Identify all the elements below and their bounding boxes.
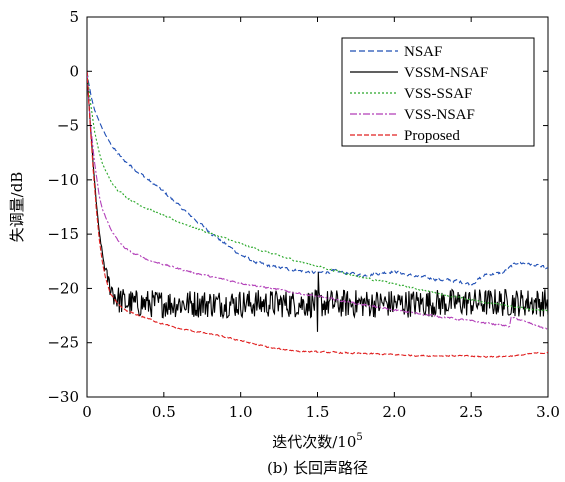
legend-label: VSS-SSAF xyxy=(404,86,472,102)
y-axis-label: 失调量/dB xyxy=(8,172,26,243)
series-line-vss-ssaf xyxy=(87,71,548,312)
legend-label: NSAF xyxy=(404,44,442,60)
y-tick-label: 0 xyxy=(69,62,79,80)
series-line-vss-nsaf xyxy=(87,71,548,331)
legend-box xyxy=(341,37,535,147)
x-tick-label: 0.5 xyxy=(152,403,176,421)
x-tick-label: 2.5 xyxy=(459,403,483,421)
y-tick-label: −10 xyxy=(47,171,79,189)
x-axis-label-exponent: 5 xyxy=(356,432,362,443)
x-tick-label: 2.0 xyxy=(382,403,406,421)
x-axis-label: 迭代次数/105 xyxy=(272,432,363,451)
legend: NSAF VSSM-NSAF VSS-SSAF VSS-NSAF Proposed xyxy=(341,37,535,147)
series-line-vssm-nsaf xyxy=(87,71,548,332)
y-tick-label: 5 xyxy=(69,8,79,26)
x-axis-label-main: 迭代次数/10 xyxy=(272,433,356,451)
figure-caption: (b) 长回声路径 xyxy=(267,459,368,477)
series-line-proposed xyxy=(87,71,548,358)
y-tick-label: −15 xyxy=(47,225,79,243)
x-tick-label: 0 xyxy=(82,403,92,421)
tick-layer: 0 0.5 1.0 1.5 2.0 2.5 3.0 5 0 −5 −10 −15 −20 −25 −30 xyxy=(47,8,560,421)
legend-label: VSSM-NSAF xyxy=(404,65,488,81)
legend-label: VSS-NSAF xyxy=(404,107,475,123)
x-tick-label: 1.5 xyxy=(306,403,330,421)
series-layer xyxy=(87,71,548,358)
x-tick-label: 1.0 xyxy=(229,403,253,421)
y-tick-label: −30 xyxy=(47,388,79,406)
legend-label: Proposed xyxy=(404,128,460,144)
y-tick-label: −20 xyxy=(47,279,79,297)
x-tick-label: 3.0 xyxy=(536,403,560,421)
y-tick-label: −25 xyxy=(47,334,79,352)
y-tick-label: −5 xyxy=(57,117,79,135)
